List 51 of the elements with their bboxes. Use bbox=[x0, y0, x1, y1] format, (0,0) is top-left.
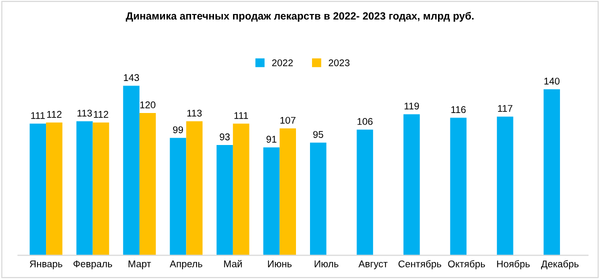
bar bbox=[30, 124, 46, 256]
data-label: 112 bbox=[94, 110, 108, 118]
chart-title: Динамика аптечных продаж лекарств в 2022- 2023 годах, млрд руб. bbox=[126, 12, 474, 22]
bar bbox=[76, 121, 93, 256]
bar bbox=[46, 122, 62, 256]
data-label: 117 bbox=[498, 105, 512, 112]
x-tick-label: Июль bbox=[314, 260, 338, 268]
data-label: 116 bbox=[451, 106, 466, 114]
data-label: 111 bbox=[31, 112, 45, 119]
data-label: 119 bbox=[404, 102, 419, 110]
bar bbox=[544, 89, 560, 256]
bar bbox=[123, 86, 140, 256]
x-tick-label: Март bbox=[128, 260, 151, 270]
data-label: 95 bbox=[313, 131, 324, 138]
x-tick-label: Октябрь bbox=[448, 260, 485, 270]
x-tick-label: Январь bbox=[30, 260, 62, 270]
data-label: 112 bbox=[47, 110, 62, 118]
legend-label: 2022 bbox=[272, 59, 293, 66]
data-label: 93 bbox=[220, 133, 230, 140]
legend-label: 2023 bbox=[328, 59, 350, 66]
x-tick-label: Февраль bbox=[74, 260, 112, 270]
x-tick-label: Июнь bbox=[268, 260, 292, 268]
bar bbox=[450, 118, 467, 256]
bar bbox=[356, 130, 374, 256]
bar bbox=[92, 122, 110, 256]
bar bbox=[186, 121, 203, 256]
bar bbox=[403, 114, 420, 256]
x-tick-label: Декабрь bbox=[541, 260, 579, 270]
data-label: 143 bbox=[124, 74, 139, 82]
data-label: 113 bbox=[78, 110, 92, 117]
bar bbox=[496, 116, 514, 256]
x-tick-label: Апрель bbox=[170, 260, 202, 270]
x-tick-label: Август bbox=[358, 260, 388, 270]
data-label: 91 bbox=[266, 136, 276, 143]
x-tick-label: Сентябрь bbox=[398, 260, 442, 270]
bar bbox=[170, 138, 186, 256]
data-label: 111 bbox=[234, 112, 248, 119]
bar bbox=[263, 147, 280, 256]
bar bbox=[232, 124, 250, 256]
data-label: 140 bbox=[544, 78, 560, 85]
bar bbox=[216, 145, 233, 256]
data-label: 99 bbox=[173, 126, 183, 134]
bar bbox=[310, 142, 326, 256]
data-label: 120 bbox=[140, 101, 156, 108]
data-label: 107 bbox=[280, 116, 296, 124]
bar bbox=[280, 128, 296, 256]
x-tick-label: Май bbox=[224, 260, 242, 268]
x-tick-label: Ноябрь bbox=[497, 260, 530, 270]
data-label: 106 bbox=[358, 118, 373, 125]
bar bbox=[139, 113, 156, 256]
data-label: 113 bbox=[187, 110, 202, 117]
